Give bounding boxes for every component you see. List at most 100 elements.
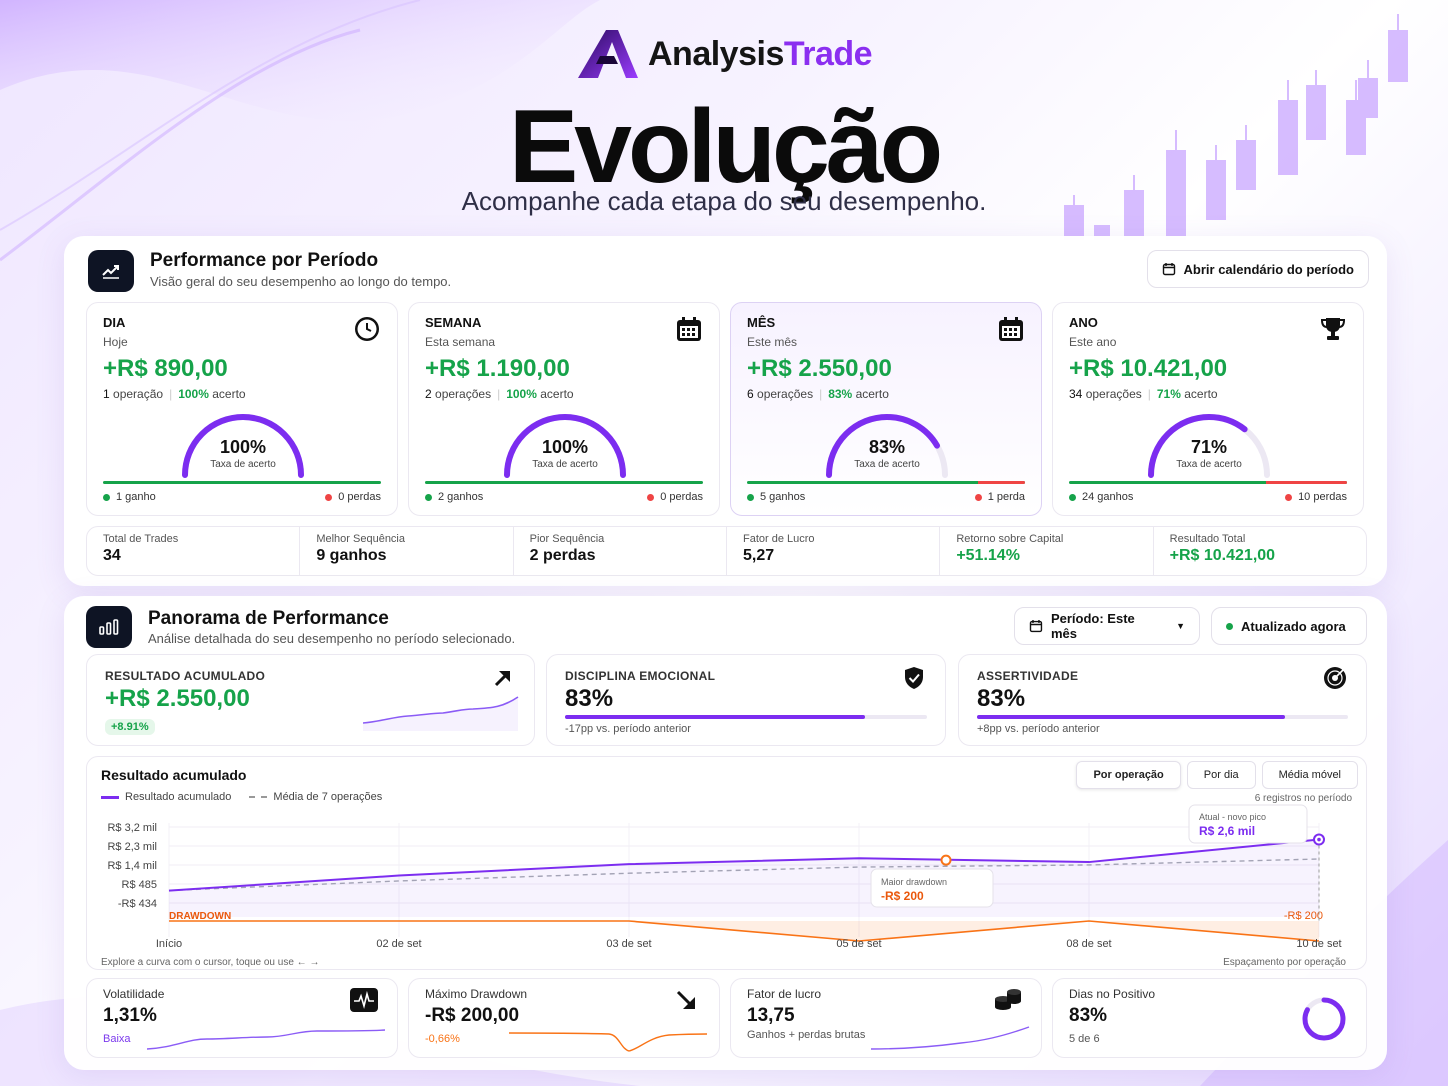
losses-count: 0 perdas bbox=[647, 491, 703, 503]
profit-factor-sparkline bbox=[871, 1026, 1030, 1050]
tooltip-peak-value: R$ 2,6 mil bbox=[1199, 824, 1255, 838]
tooltip-dd-value: -R$ 200 bbox=[881, 889, 924, 903]
losses-count: 10 perdas bbox=[1285, 491, 1347, 503]
drawdown-sparkline bbox=[509, 1032, 708, 1052]
stat-label: Fator de Lucro bbox=[742, 533, 815, 545]
period-label: SEMANA bbox=[425, 315, 482, 330]
positive-days-ring bbox=[1302, 997, 1346, 1041]
gauge-label: Taxa de acerto bbox=[532, 459, 598, 470]
positive-days-card: Dias no Positivo 83% 5 de 6 bbox=[1052, 978, 1367, 1058]
calendar-icon bbox=[1029, 620, 1043, 633]
stat-value: +51.14% bbox=[956, 547, 1020, 564]
card-label: Volatilidade bbox=[103, 987, 165, 1001]
chart-spacing-note: Espaçamento por operação bbox=[1223, 957, 1346, 968]
open-calendar-button[interactable]: Abrir calendário do período bbox=[1146, 250, 1369, 288]
chart-legend: Resultado acumulado Média de 7 operações bbox=[101, 791, 382, 803]
hit-word: acerto bbox=[212, 387, 246, 401]
win-rate-gauge bbox=[1148, 414, 1270, 478]
hit-word: acerto bbox=[540, 387, 574, 401]
toggle-por-operacao[interactable]: Por operação bbox=[1076, 761, 1181, 789]
wins-text: 24 ganhos bbox=[1082, 491, 1134, 503]
win-dot-icon bbox=[425, 493, 432, 501]
stat-label: Melhor Sequência bbox=[316, 533, 405, 545]
chart-title: Resultado acumulado bbox=[101, 767, 247, 783]
cumulative-chart[interactable]: R$ 3,2 mil R$ 2,3 mil R$ 1,4 mil R$ 485 -R$ … bbox=[87, 757, 1368, 971]
period-card-dia[interactable]: DIA Hoje +R$ 890,00 1 operação | 100% acer… bbox=[86, 302, 398, 516]
kpi-label: RESULTADO ACUMULADO bbox=[105, 669, 266, 683]
stat-item: Fator de Lucro 5,27 bbox=[727, 527, 941, 575]
arrow-down-right-icon bbox=[676, 990, 695, 1009]
wins-count: 2 ganhos bbox=[425, 491, 483, 503]
period-meta: 1 operação | 100% acerto bbox=[103, 387, 246, 401]
kpi-value: +R$ 2.550,00 bbox=[105, 685, 250, 712]
period-sub: Esta semana bbox=[425, 335, 496, 349]
stat-item: Pior Sequência 2 perdas bbox=[514, 527, 727, 575]
stat-item: Retorno sobre Capital +51.14% bbox=[940, 527, 1154, 575]
y-tick-label: -R$ 434 bbox=[118, 898, 157, 910]
candlestick-decoration bbox=[1064, 14, 1408, 240]
win-rate-gauge bbox=[504, 414, 626, 478]
peak-marker-dot bbox=[1317, 837, 1321, 842]
legend-dash-icon bbox=[249, 796, 268, 799]
period-value: +R$ 890,00 bbox=[103, 355, 228, 382]
stat-item: Resultado Total +R$ 10.421,00 bbox=[1154, 527, 1366, 575]
wins-count: 24 ganhos bbox=[1069, 491, 1133, 503]
stat-label: Retorno sobre Capital bbox=[956, 533, 1064, 545]
period-meta: 2 operações | 100% acerto bbox=[425, 387, 574, 401]
kpi-note: +8pp vs. período anterior bbox=[977, 723, 1100, 735]
period-sub: Este mês bbox=[747, 335, 798, 349]
wins-text: 5 ganhos bbox=[760, 491, 806, 503]
period-card-semana[interactable]: SEMANA Esta semana +R$ 1.190,00 2 operaç… bbox=[408, 302, 720, 516]
period-card-ano[interactable]: ANO Este ano +R$ 10.421,00 34 operações |… bbox=[1052, 302, 1364, 516]
period-select[interactable]: Período: Este mês ▼ bbox=[1014, 607, 1200, 645]
x-tick-label: Início bbox=[156, 938, 182, 950]
kpi-sparkline bbox=[363, 696, 519, 731]
kpi-label: ASSERTIVIDADE bbox=[977, 669, 1079, 683]
win-dot-icon bbox=[103, 493, 110, 501]
period-select-label: Período: Este mês bbox=[1050, 611, 1135, 641]
ops-count: 6 bbox=[747, 387, 754, 401]
card-value: 13,75 bbox=[747, 1005, 795, 1026]
gauge-percent: 71% bbox=[1190, 437, 1228, 457]
hit-rate: 100% bbox=[178, 387, 209, 401]
trend-up-icon bbox=[88, 250, 134, 292]
drawdown-line bbox=[169, 920, 1320, 942]
stat-value: 2 perdas bbox=[529, 547, 596, 564]
x-tick-label: 05 de set bbox=[836, 938, 881, 950]
card-value: 83% bbox=[1069, 1005, 1108, 1026]
wins-text: 1 ganho bbox=[116, 491, 156, 503]
loss-dot-icon bbox=[325, 493, 333, 501]
stat-item: Total de Trades 34 bbox=[87, 527, 301, 575]
brand-name-b: Trade bbox=[783, 34, 873, 73]
stat-value: 34 bbox=[103, 547, 121, 564]
kpi-value: 83% bbox=[565, 685, 614, 712]
status-label: Atualizado agora bbox=[1241, 618, 1346, 634]
logo-mark-icon bbox=[578, 30, 638, 78]
kpi-note: -17pp vs. período anterior bbox=[565, 723, 691, 735]
legend-main: Resultado acumulado bbox=[125, 791, 232, 803]
gauge-label: Taxa de acerto bbox=[210, 459, 276, 470]
period-card-mês[interactable]: MÊS Este mês +R$ 2.550,00 6 operações | 83… bbox=[730, 302, 1042, 516]
period-label: DIA bbox=[103, 315, 126, 330]
period-meta: 6 operações | 83% acerto bbox=[747, 387, 889, 401]
period-value: +R$ 1.190,00 bbox=[425, 355, 570, 382]
gauge-percent: 100% bbox=[219, 437, 267, 457]
panorama-panel: Panorama de Performance Análise detalhad… bbox=[64, 596, 1387, 1070]
max-drawdown-card: Máximo Drawdown -R$ 200,00 -0,66% bbox=[408, 978, 720, 1058]
kpi-disciplina: DISCIPLINA EMOCIONAL 83% -17pp vs. perío… bbox=[546, 654, 946, 746]
win-loss-bar bbox=[103, 481, 381, 484]
open-calendar-label: Abrir calendário do período bbox=[1183, 261, 1354, 277]
period-sub: Este ano bbox=[1069, 335, 1117, 349]
panel-title: Performance por Período bbox=[150, 250, 379, 271]
chart-hint: Explore a curva com o cursor, toque ou u… bbox=[101, 957, 320, 968]
bar-chart-icon bbox=[86, 606, 132, 648]
arrow-up-right-icon bbox=[494, 670, 511, 687]
coins-icon bbox=[995, 989, 1021, 1010]
card-note: Baixa bbox=[103, 1033, 131, 1045]
losses-text: 10 perdas bbox=[1298, 491, 1347, 503]
view-toggle: Por operação Por dia Média móvel bbox=[1076, 761, 1358, 789]
toggle-media-movel[interactable]: Média móvel bbox=[1261, 761, 1358, 789]
ops-word: operação bbox=[113, 387, 164, 401]
pulse-icon bbox=[350, 988, 378, 1012]
toggle-por-dia[interactable]: Por dia bbox=[1186, 761, 1256, 789]
